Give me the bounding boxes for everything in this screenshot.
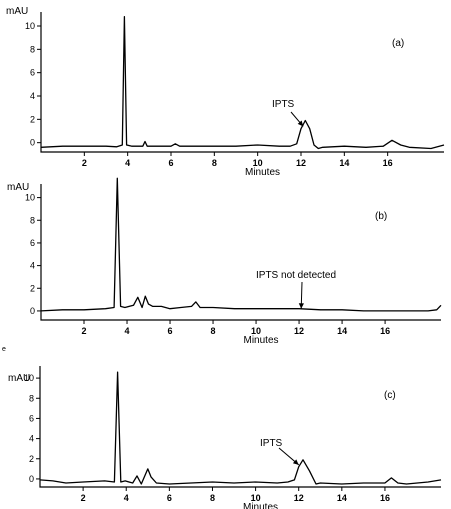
y-tick-label: 4 [30, 261, 35, 271]
annotation-label: IPTS not detected [256, 270, 336, 281]
y-axis-label: mAU [7, 182, 29, 193]
arrowhead [297, 120, 304, 127]
y-tick-label: 10 [25, 21, 35, 31]
x-tick-label: 14 [337, 493, 347, 503]
x-axis-label: Minutes [245, 167, 280, 178]
arrowhead [292, 459, 299, 465]
chart-panel-1: 0 2 4 6 8 10 2 4 6 8 10 12 14 16 mAU Minutes (a) IPTS [6, 6, 445, 178]
x-tick-label: 4 [125, 326, 130, 336]
x-tick-label: 10 [251, 493, 261, 503]
y-tick-label: 6 [30, 238, 35, 248]
chart-panel-2: 0 2 4 6 8 10 2 4 6 8 10 12 14 16 mAU Minutes (b) IPTS not… [7, 177, 442, 346]
x-tick-label: 12 [296, 158, 306, 168]
x-tick-label: 14 [337, 326, 347, 336]
chromatogram-trace [40, 177, 442, 312]
x-tick-label: 6 [168, 326, 173, 336]
x-tick-label: 6 [167, 493, 172, 503]
y-tick-label: 0 [29, 474, 34, 484]
y-tick-label: 8 [30, 215, 35, 225]
figure-mark: e [2, 346, 6, 353]
y-axis-label: mAU [6, 6, 28, 17]
x-tick-label: 6 [168, 158, 173, 168]
x-tick-label: 4 [125, 158, 130, 168]
x-axis-label: Minutes [243, 502, 278, 509]
annotation-label: IPTS [260, 438, 283, 449]
x-tick-label: 4 [124, 493, 129, 503]
x-tick-label: 8 [211, 326, 216, 336]
y-tick-label: 6 [29, 413, 34, 423]
chromatogram-trace [39, 371, 442, 485]
chromatogram-trace [40, 16, 445, 150]
y-tick-label: 10 [25, 193, 35, 203]
x-axis-label: Minutes [243, 335, 278, 346]
x-tick-label: 16 [380, 493, 390, 503]
panel-label: (b) [375, 211, 387, 222]
y-tick-label: 2 [29, 454, 34, 464]
x-tick-label: 10 [251, 326, 261, 336]
x-tick-label: 16 [383, 158, 393, 168]
x-tick-label: 8 [212, 158, 217, 168]
x-tick-label: 8 [210, 493, 215, 503]
arrowhead [298, 303, 304, 309]
panel-label: (c) [384, 390, 396, 401]
x-tick-label: 12 [294, 493, 304, 503]
axis-lines [39, 366, 441, 488]
y-tick-label: 2 [30, 114, 35, 124]
y-axis-label: mAU [8, 373, 30, 384]
x-tick-label: 2 [82, 158, 87, 168]
x-tick-label: 2 [82, 326, 87, 336]
y-tick-label: 8 [29, 393, 34, 403]
y-tick-label: 0 [30, 306, 35, 316]
axis-lines [40, 12, 444, 153]
panel-label: (a) [392, 38, 404, 49]
y-tick-label: 6 [30, 68, 35, 78]
chart-panel-3: 0 2 4 6 8 10 2 4 6 8 10 12 14 16 mAU Minutes (c) IPTS [8, 366, 442, 509]
axis-lines [40, 184, 441, 321]
y-tick-label: 10 [24, 373, 34, 383]
x-tick-label: 16 [380, 326, 390, 336]
x-tick-label: 2 [81, 493, 86, 503]
y-tick-label: 4 [30, 91, 35, 101]
x-tick-label: 12 [294, 326, 304, 336]
x-tick-label: 10 [253, 158, 263, 168]
y-tick-label: 0 [30, 138, 35, 148]
x-tick-label: 14 [339, 158, 349, 168]
y-tick-label: 4 [29, 434, 34, 444]
y-tick-label: 2 [30, 283, 35, 293]
y-tick-label: 8 [30, 44, 35, 54]
annotation-label: IPTS [272, 99, 295, 110]
